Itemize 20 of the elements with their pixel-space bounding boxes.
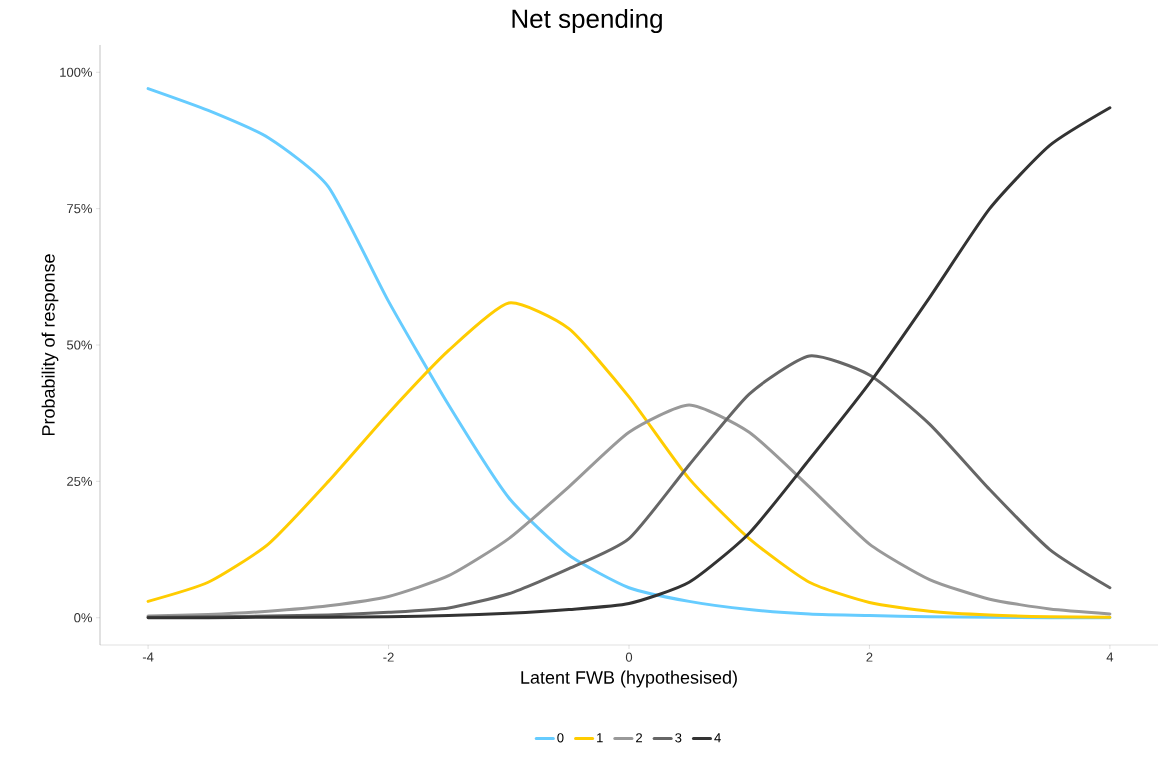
y-tick-label: 50% bbox=[66, 340, 93, 350]
legend-label: 0 bbox=[557, 733, 564, 743]
chart-title: Net spending bbox=[512, 8, 662, 34]
x-tick-label: -4 bbox=[142, 652, 154, 662]
legend-label: 3 bbox=[675, 733, 682, 743]
y-tick-label: 0% bbox=[74, 613, 93, 623]
y-tick-label: 100% bbox=[60, 67, 93, 77]
legend-label: 1 bbox=[597, 733, 603, 743]
x-tick-label: 0 bbox=[625, 652, 633, 662]
x-tick-label: 4 bbox=[1106, 652, 1114, 662]
x-axis-title: Latent FWB (hypothesised) bbox=[521, 670, 737, 688]
x-tick-label: 2 bbox=[866, 652, 873, 662]
y-axis-title: Probability of response bbox=[41, 254, 59, 436]
line-series bbox=[146, 403, 1112, 618]
legend-label: 4 bbox=[714, 733, 721, 743]
x-tick-label: -2 bbox=[383, 652, 394, 662]
y-tick-label: 75% bbox=[67, 204, 93, 214]
line-series bbox=[146, 301, 1112, 619]
y-tick-label: 25% bbox=[67, 476, 93, 486]
legend-label: 2 bbox=[636, 733, 642, 743]
